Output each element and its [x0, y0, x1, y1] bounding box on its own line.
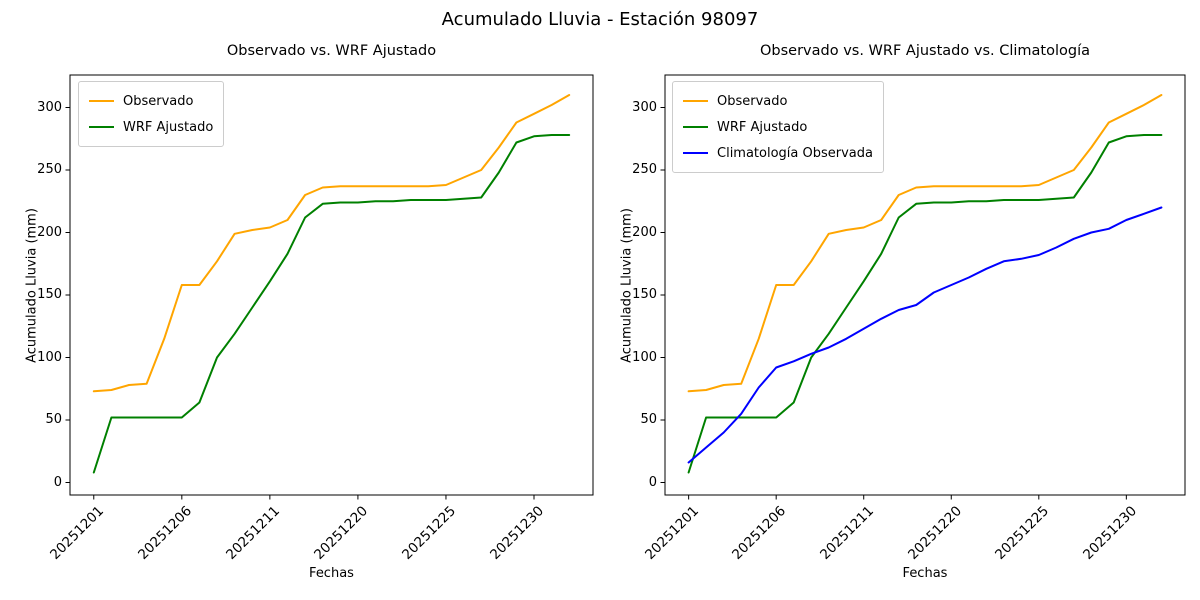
chart-title-right: Observado vs. WRF Ajustado vs. Climatolo…	[760, 43, 1090, 59]
legend-right: Observado WRF Ajustado Climatología Observ…	[672, 81, 884, 173]
x-tick-label: 20251220	[904, 503, 965, 563]
x-axis-label-left: Fechas	[309, 566, 354, 581]
y-tick-label: 250	[632, 162, 657, 177]
y-tick-label: 300	[37, 99, 62, 115]
legend-label: Climatología Observada	[717, 145, 873, 161]
series-line-wrf-ajustado	[687, 134, 1163, 474]
legend-line-swatch	[89, 126, 114, 128]
y-tick-label: 250	[37, 162, 62, 177]
x-tick-label: 20251225	[992, 503, 1053, 563]
y-tick-label: 50	[45, 412, 62, 427]
legend-item: WRF Ajustado	[683, 114, 873, 140]
x-tick-label: 20251211	[817, 503, 878, 563]
legend-label: WRF Ajustado	[717, 119, 808, 135]
legend-item: WRF Ajustado	[89, 114, 213, 140]
legend-label: WRF Ajustado	[123, 119, 214, 135]
x-tick-label: 20251206	[729, 503, 790, 563]
x-tick-label: 20251225	[399, 503, 460, 563]
x-axis-label-right: Fechas	[902, 566, 948, 581]
series-line-wrf-ajustado	[92, 134, 571, 474]
legend-label: Observado	[717, 93, 788, 109]
y-tick-label: 0	[648, 474, 657, 490]
x-tick-label: 20251230	[1079, 503, 1140, 563]
x-tick-label: 20251201	[47, 503, 108, 563]
x-tick-label: 20251201	[642, 503, 702, 563]
legend-label: Observado	[123, 93, 194, 109]
legend-left: Observado WRF Ajustado	[78, 81, 225, 147]
legend-line-swatch	[683, 126, 708, 128]
x-tick-label: 20251230	[487, 503, 548, 563]
y-axis-label-right: Acumulado Lluvia (mm)	[619, 208, 635, 363]
legend-line-swatch	[683, 152, 708, 154]
legend-line-swatch	[683, 100, 708, 102]
x-tick-label: 20251206	[135, 503, 196, 563]
y-tick-label: 50	[640, 412, 657, 427]
legend-item: Climatología Observada	[683, 140, 873, 166]
y-tick-label: 0	[53, 474, 62, 490]
chart-title-left: Observado vs. WRF Ajustado	[226, 43, 437, 59]
figure-suptitle: Acumulado Lluvia - Estación 98097	[441, 9, 759, 30]
legend-item: Observado	[89, 88, 213, 114]
x-tick-label: 20251220	[311, 503, 372, 563]
legend-line-swatch	[89, 100, 114, 102]
series-line-climatolog-a-observada	[687, 206, 1163, 464]
legend-item: Observado	[683, 88, 873, 114]
y-tick-label: 300	[632, 99, 657, 115]
y-axis-label-left: Acumulado Lluvia (mm)	[24, 208, 40, 363]
x-tick-label: 20251211	[223, 503, 284, 563]
